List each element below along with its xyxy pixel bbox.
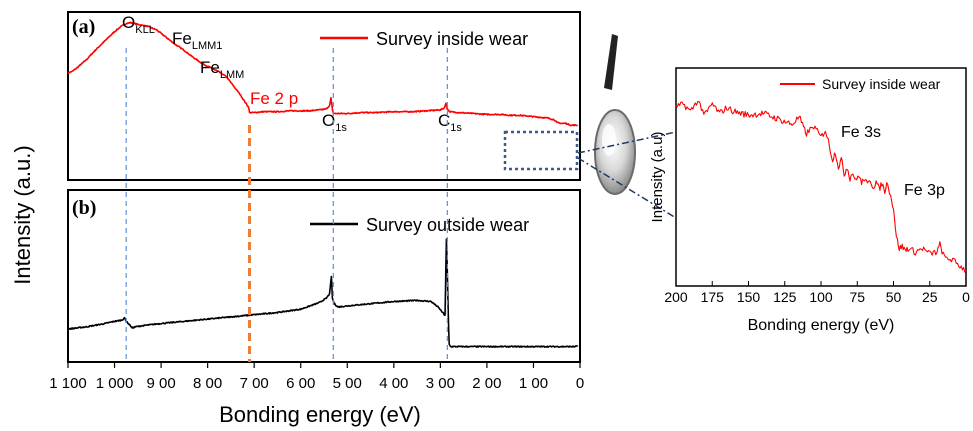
series-a-group (67, 21, 579, 127)
x-tick-label: 5 00 (333, 375, 362, 392)
inset-y-axis-label: Intensity (a.u) (649, 132, 666, 223)
series-line-outside-wear (67, 238, 579, 348)
y-axis-label: Intensity (a.u.) (10, 145, 35, 284)
x-tick-label: 3 00 (426, 375, 455, 392)
inset-frame (675, 67, 967, 287)
x-tick-label: 7 00 (240, 375, 269, 392)
inset-x-axis-label: Bonding energy (eV) (748, 317, 895, 334)
zoom-connector-top (577, 131, 677, 154)
inset-x-tick-label: 125 (773, 289, 797, 305)
legend-b-label: Survey outside wear (366, 215, 529, 235)
x-tick-label: 6 00 (286, 375, 315, 392)
x-tick-label: 2 00 (472, 375, 501, 392)
x-tick-label: 9 00 (146, 375, 175, 392)
x-tick-label: 1 00 (519, 375, 548, 392)
panel-b-frame (67, 189, 581, 363)
inset-peak-label: Fe 3p (904, 182, 945, 199)
panel-a-frame (67, 11, 581, 181)
peak-label: O1s (322, 111, 347, 134)
peak-label: C1s (438, 111, 462, 134)
annotations-inset: Fe 3s Fe 3p (841, 124, 945, 199)
x-tick-label: 8 00 (193, 375, 222, 392)
annotations-a: OKLL FeLMM1 FeLMM Fe 2 p O1s C1s (122, 13, 462, 134)
guide-lines (125, 48, 448, 362)
zoom-region-box (503, 130, 579, 171)
zoom-connector-bottom (577, 157, 677, 219)
panel-a: (a) Survey inside wear OKLL FeLMM1 FeLMM Fe… (67, 11, 581, 181)
inset-x-tick-label: 200 (664, 289, 688, 305)
series-b-group (67, 238, 579, 348)
x-axis-label: Bonding energy (eV) (219, 402, 421, 427)
series-line-inset (675, 101, 967, 273)
panel-b: (b) Survey outside wear 1 100 1 000 9 00 8 … (49, 189, 584, 392)
series-line-inside-wear (67, 21, 579, 127)
magnifier-icon (594, 34, 636, 195)
inset-legend-label: Survey inside wear (822, 76, 941, 92)
inset-x-tick-label: 100 (809, 289, 833, 305)
x-tick-label: 0 (576, 375, 584, 392)
inset-panel: Survey inside wear Fe 3s Fe 3p 200 175 150 1… (649, 67, 970, 334)
inset-x-tick-label: 75 (849, 289, 865, 305)
inset-x-tick-label: 25 (922, 289, 938, 305)
inset-x-tick-label: 0 (962, 289, 970, 305)
series-inset-group (675, 101, 967, 273)
peak-label: FeLMM1 (172, 29, 222, 52)
x-ticks-main: 1 100 1 000 9 00 8 00 7 00 6 00 5 00 4 00 3 00 2 … (49, 362, 584, 392)
inset-peak-label: Fe 3s (841, 124, 881, 141)
panel-b-letter: (b) (72, 197, 96, 219)
x-tick-label: 1 100 (49, 375, 87, 392)
legend-a-label: Survey inside wear (376, 29, 528, 49)
peak-label: FeLMM (200, 58, 244, 81)
inset-x-tick-label: 50 (886, 289, 902, 305)
peak-label: OKLL (122, 13, 155, 36)
panel-a-letter: (a) (72, 16, 95, 38)
x-ticks-inset: 200 175 150 125 100 75 50 25 0 (664, 281, 970, 305)
x-tick-label: 4 00 (379, 375, 408, 392)
x-tick-label: 1 000 (96, 375, 134, 392)
inset-x-tick-label: 175 (701, 289, 725, 305)
inset-x-tick-label: 150 (737, 289, 761, 305)
peak-label: Fe 2 p (250, 89, 298, 108)
